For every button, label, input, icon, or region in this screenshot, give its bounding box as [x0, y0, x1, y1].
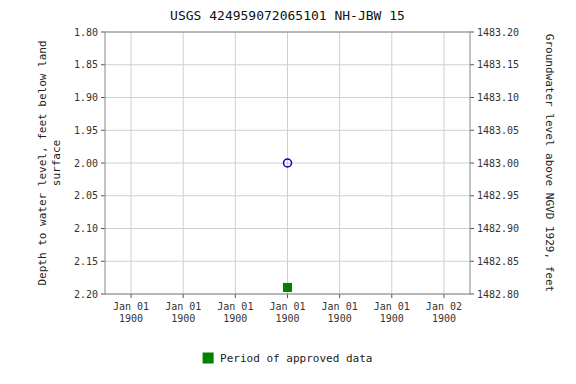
grid-line — [131, 32, 132, 294]
grid-line — [287, 32, 288, 294]
tick — [470, 261, 474, 262]
tick-label-line: Jan 01 — [113, 301, 149, 312]
tick-label-line: Jan 01 — [269, 301, 305, 312]
tick — [470, 163, 474, 164]
legend-label: Period of approved data — [220, 352, 372, 365]
tick-label: 1.90 — [74, 92, 98, 103]
grid-line — [339, 32, 340, 294]
tick — [470, 64, 474, 65]
tick — [470, 294, 474, 295]
tick-label: 1482.95 — [477, 190, 519, 201]
tick-label: 2.00 — [74, 158, 98, 169]
tick-label-line: 1900 — [328, 313, 352, 324]
y-axis-label: Depth to water level, feet below landsur… — [36, 40, 63, 285]
tick-label-line: 1900 — [223, 313, 247, 324]
tick — [287, 294, 288, 298]
data-point — [284, 159, 292, 167]
tick-label-line: Jan 01 — [217, 301, 253, 312]
tick-label-line: Jan 01 — [374, 301, 410, 312]
tick — [391, 294, 392, 298]
tick — [235, 294, 236, 298]
tick-label: 1.85 — [74, 59, 98, 70]
tick-label: 2.20 — [74, 289, 98, 300]
tick-label: 2.15 — [74, 256, 98, 267]
tick — [101, 228, 105, 229]
tick — [470, 195, 474, 196]
tick-label-line: 1900 — [275, 313, 299, 324]
tick-label-line: Jan 02 — [426, 301, 462, 312]
tick — [101, 195, 105, 196]
tick — [101, 294, 105, 295]
tick-label: 1482.85 — [477, 256, 519, 267]
data-point — [284, 283, 292, 291]
marks — [284, 159, 292, 291]
grid-line — [391, 32, 392, 294]
legend-swatch — [203, 353, 213, 363]
tick-label: 1483.00 — [477, 158, 519, 169]
tick-label: 1.95 — [74, 125, 98, 136]
tick-label-line: 1900 — [119, 313, 143, 324]
legend: Period of approved data — [203, 352, 372, 365]
tick — [470, 228, 474, 229]
tick-label-line: 1900 — [171, 313, 195, 324]
plot-frame — [105, 32, 470, 294]
tick — [443, 294, 444, 298]
tick-label-line: Jan 01 — [165, 301, 201, 312]
tick — [470, 97, 474, 98]
grid-line — [183, 32, 184, 294]
tick — [339, 294, 340, 298]
tick-label: 1483.05 — [477, 125, 519, 136]
chart: 1.80 1.85 1.90 1.95 2.00 2.05 2.10 2.15 2.20 1483… — [0, 0, 576, 384]
tick-label: 1.80 — [74, 27, 98, 38]
tick-label: 2.10 — [74, 223, 98, 234]
tick — [101, 261, 105, 262]
tick — [101, 32, 105, 33]
tick — [101, 163, 105, 164]
tick — [101, 64, 105, 65]
grid — [105, 32, 470, 294]
tick-label-line: 1900 — [380, 313, 404, 324]
axes: 1.80 1.85 1.90 1.95 2.00 2.05 2.10 2.15 2.20 1483… — [74, 27, 519, 325]
tick-label: Jan 011900 — [113, 301, 149, 324]
tick-label: 2.05 — [74, 190, 98, 201]
y-axis-label-line: surface — [50, 140, 63, 186]
tick-label: 1482.90 — [477, 223, 519, 234]
title: USGS 424959072065101 NH-JBW 15 — [170, 8, 405, 23]
tick-label: Jan 011900 — [322, 301, 358, 324]
tick — [470, 32, 474, 33]
grid-line — [443, 32, 444, 294]
tick-label: Jan 021900 — [426, 301, 462, 324]
tick — [131, 294, 132, 298]
tick-label: 1483.20 — [477, 27, 519, 38]
tick-label: Jan 011900 — [165, 301, 201, 324]
tick-label: 1482.80 — [477, 289, 519, 300]
tick-label: Jan 011900 — [374, 301, 410, 324]
y-axis-label-line: Depth to water level, feet below land — [36, 40, 49, 285]
tick-label: 1483.15 — [477, 59, 519, 70]
tick-label: 1483.10 — [477, 92, 519, 103]
tick — [101, 130, 105, 131]
tick — [183, 294, 184, 298]
tick-label-line: Jan 01 — [322, 301, 358, 312]
tick — [470, 130, 474, 131]
tick-label: Jan 011900 — [269, 301, 305, 324]
tick-label: Jan 011900 — [217, 301, 253, 324]
tick — [101, 97, 105, 98]
grid-line — [235, 32, 236, 294]
tick-label-line: 1900 — [432, 313, 456, 324]
y2-axis-label: Groundwater level above NGVD 1929, feet — [543, 34, 556, 292]
